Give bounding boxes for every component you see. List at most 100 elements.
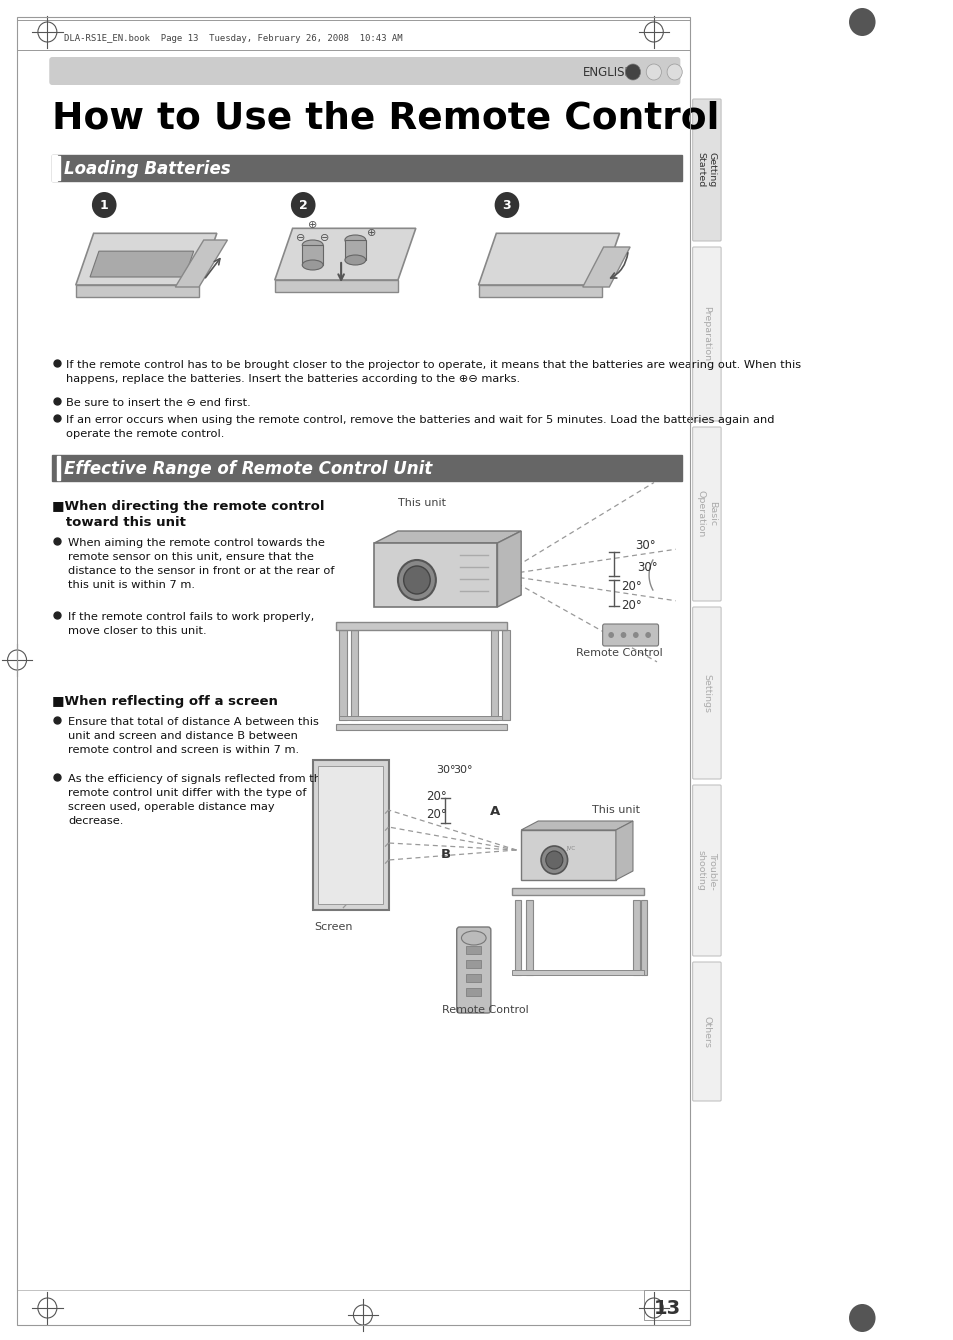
Ellipse shape [302,260,323,269]
Bar [643,1290,689,1320]
Bar [632,900,639,976]
Bar [466,988,481,996]
Circle shape [645,64,660,80]
Polygon shape [497,531,520,607]
Bar [525,900,532,976]
Bar [57,456,60,480]
Polygon shape [175,240,227,287]
Text: 20°: 20° [620,579,640,592]
Polygon shape [313,760,388,910]
Bar [511,888,643,895]
Ellipse shape [345,255,365,265]
Text: 30°: 30° [636,560,657,574]
FancyBboxPatch shape [692,962,720,1101]
Bar [302,245,323,265]
Text: Screen: Screen [314,922,353,933]
Bar [466,959,481,967]
Text: Remote Control: Remote Control [576,649,662,658]
Text: Preparation: Preparation [701,307,711,362]
Circle shape [545,851,562,870]
Bar [351,630,357,720]
Bar [339,716,501,720]
Text: Others: Others [701,1016,711,1048]
Text: When aiming the remote control towards the
remote sensor on this unit, ensure th: When aiming the remote control towards t… [69,537,335,590]
Text: How to Use the Remote Control: How to Use the Remote Control [52,100,719,135]
Text: toward this unit: toward this unit [52,516,186,529]
Text: Loading Batteries: Loading Batteries [65,159,231,178]
Text: Settings: Settings [701,674,711,713]
Text: Basic
Operation: Basic Operation [696,490,717,537]
Bar [336,724,506,730]
Bar [501,630,509,720]
FancyBboxPatch shape [50,58,679,84]
Circle shape [632,632,638,638]
Circle shape [625,64,639,80]
Text: A: A [490,805,499,817]
Text: Getting
Started: Getting Started [696,153,717,188]
Text: As the efficiency of signals reflected from the
remote control unit differ with : As the efficiency of signals reflected f… [69,775,328,825]
Text: ⊖: ⊖ [295,233,305,243]
Bar [57,155,60,180]
Text: ⊕: ⊕ [366,228,375,239]
FancyBboxPatch shape [692,785,720,955]
Polygon shape [478,233,618,285]
Bar [491,630,497,720]
Polygon shape [374,531,520,543]
Polygon shape [75,285,199,297]
Circle shape [608,632,614,638]
Text: 13: 13 [653,1298,679,1317]
Text: This unit: This unit [397,498,445,508]
Bar [336,622,506,630]
Bar [511,970,643,976]
Text: If an error occurs when using the remote control, remove the batteries and wait : If an error occurs when using the remote… [67,415,774,440]
Bar [466,974,481,982]
Polygon shape [274,228,416,280]
Text: Be sure to insert the ⊖ end first.: Be sure to insert the ⊖ end first. [67,398,251,407]
Text: If the remote control fails to work properly,
move closer to this unit.: If the remote control fails to work prop… [69,612,314,636]
Polygon shape [374,543,497,607]
Text: B: B [440,848,450,862]
Polygon shape [520,829,616,880]
Bar [52,155,57,181]
Bar [52,456,681,481]
Bar [466,933,481,939]
Circle shape [540,846,567,874]
Ellipse shape [461,931,486,945]
Circle shape [397,560,436,600]
Polygon shape [520,821,632,829]
Text: 3: 3 [502,198,511,212]
Bar [339,630,347,720]
Bar [466,946,481,954]
Text: Ensure that total of distance A between this
unit and screen and distance B betw: Ensure that total of distance A between … [69,717,318,754]
Text: ⊖: ⊖ [320,233,330,243]
Circle shape [91,192,116,218]
Polygon shape [582,247,630,287]
Polygon shape [616,821,632,880]
Text: 2: 2 [298,198,307,212]
Text: ⊕: ⊕ [308,220,317,230]
Text: 30°: 30° [634,539,655,552]
Circle shape [848,8,875,36]
Text: This unit: This unit [592,805,639,815]
Bar [639,900,646,976]
Circle shape [666,64,681,80]
Polygon shape [318,766,382,904]
Text: JVC: JVC [565,846,575,851]
Polygon shape [478,285,601,297]
FancyBboxPatch shape [692,99,720,241]
Text: ■When directing the remote control: ■When directing the remote control [52,500,324,513]
Text: Remote Control: Remote Control [441,1005,528,1014]
Text: 30°: 30° [436,765,455,775]
Text: If the remote control has to be brought closer to the projector to operate, it m: If the remote control has to be brought … [67,360,801,385]
Polygon shape [274,280,397,292]
Bar [514,900,520,976]
Circle shape [644,632,650,638]
Text: 20°: 20° [426,808,447,820]
Text: DLA-RS1E_EN.book  Page 13  Tuesday, February 26, 2008  10:43 AM: DLA-RS1E_EN.book Page 13 Tuesday, Februa… [65,34,402,43]
FancyBboxPatch shape [692,607,720,779]
Circle shape [403,565,430,594]
Text: Effective Range of Remote Control Unit: Effective Range of Remote Control Unit [65,460,433,478]
FancyBboxPatch shape [692,247,720,421]
Circle shape [494,192,518,218]
Bar [52,155,681,181]
